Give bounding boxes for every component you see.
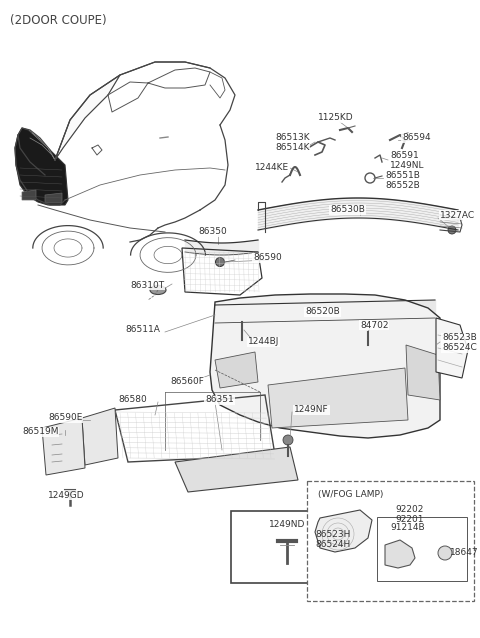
Text: 1249GD: 1249GD xyxy=(48,491,84,500)
Polygon shape xyxy=(268,368,408,428)
Text: 86552B: 86552B xyxy=(385,181,420,189)
Circle shape xyxy=(438,546,452,560)
Polygon shape xyxy=(15,128,68,205)
Text: 1249NF: 1249NF xyxy=(294,406,329,415)
Circle shape xyxy=(283,435,293,445)
Circle shape xyxy=(448,226,456,234)
FancyBboxPatch shape xyxy=(231,511,343,583)
Text: 91214B: 91214B xyxy=(390,523,425,532)
Text: 86514K: 86514K xyxy=(275,144,310,152)
Polygon shape xyxy=(406,345,440,400)
Circle shape xyxy=(406,306,414,314)
Circle shape xyxy=(389,306,397,314)
Text: 86513K: 86513K xyxy=(275,133,310,142)
Text: 86351: 86351 xyxy=(205,396,234,404)
Polygon shape xyxy=(210,294,440,438)
Text: 86520B: 86520B xyxy=(305,308,340,316)
Ellipse shape xyxy=(150,285,166,295)
Circle shape xyxy=(372,306,380,315)
Circle shape xyxy=(364,324,372,332)
Polygon shape xyxy=(175,447,298,492)
Polygon shape xyxy=(55,75,120,160)
Text: 1249NL: 1249NL xyxy=(390,161,424,170)
Polygon shape xyxy=(82,408,118,465)
FancyBboxPatch shape xyxy=(377,517,467,581)
Text: 86511A: 86511A xyxy=(125,325,160,334)
Circle shape xyxy=(238,314,246,322)
Text: 86594: 86594 xyxy=(402,133,431,142)
Text: 86524H: 86524H xyxy=(315,540,350,549)
Text: 86591: 86591 xyxy=(390,151,419,160)
Text: 1249ND: 1249ND xyxy=(269,520,305,529)
Text: 86580: 86580 xyxy=(118,396,147,404)
Text: 86523B: 86523B xyxy=(442,334,477,343)
Text: 86524C: 86524C xyxy=(442,343,477,353)
Text: 86590: 86590 xyxy=(253,253,282,262)
Circle shape xyxy=(251,309,259,317)
Text: 86590E: 86590E xyxy=(48,413,83,422)
Polygon shape xyxy=(315,510,372,552)
Text: (2DOOR COUPE): (2DOOR COUPE) xyxy=(10,14,107,27)
Polygon shape xyxy=(42,418,85,475)
Text: 1125KD: 1125KD xyxy=(318,114,354,122)
Text: 86310T: 86310T xyxy=(130,281,164,290)
Text: 86350: 86350 xyxy=(198,228,227,237)
Text: 18647: 18647 xyxy=(450,548,479,557)
FancyBboxPatch shape xyxy=(307,481,474,601)
Text: 86560F: 86560F xyxy=(170,378,204,387)
Text: 92202: 92202 xyxy=(395,505,423,514)
Circle shape xyxy=(268,309,276,316)
Circle shape xyxy=(303,308,311,316)
Text: 1327AC: 1327AC xyxy=(440,211,475,219)
Polygon shape xyxy=(22,190,36,200)
Text: 86530B: 86530B xyxy=(330,205,365,214)
Polygon shape xyxy=(436,318,468,378)
Text: 92201: 92201 xyxy=(395,515,423,524)
Text: 86523H: 86523H xyxy=(315,530,350,539)
Circle shape xyxy=(216,258,225,267)
Circle shape xyxy=(286,308,293,316)
Text: 84702: 84702 xyxy=(360,320,388,329)
Polygon shape xyxy=(215,352,258,388)
Circle shape xyxy=(337,308,345,315)
Text: 1244KE: 1244KE xyxy=(255,163,289,172)
Polygon shape xyxy=(45,193,62,203)
Text: (W/FOG LAMP): (W/FOG LAMP) xyxy=(318,490,384,499)
Text: 86551B: 86551B xyxy=(385,170,420,179)
Text: 86519M: 86519M xyxy=(22,427,59,436)
Text: 1244BJ: 1244BJ xyxy=(248,338,279,346)
Circle shape xyxy=(320,308,328,316)
Circle shape xyxy=(354,307,362,315)
Polygon shape xyxy=(385,540,415,568)
